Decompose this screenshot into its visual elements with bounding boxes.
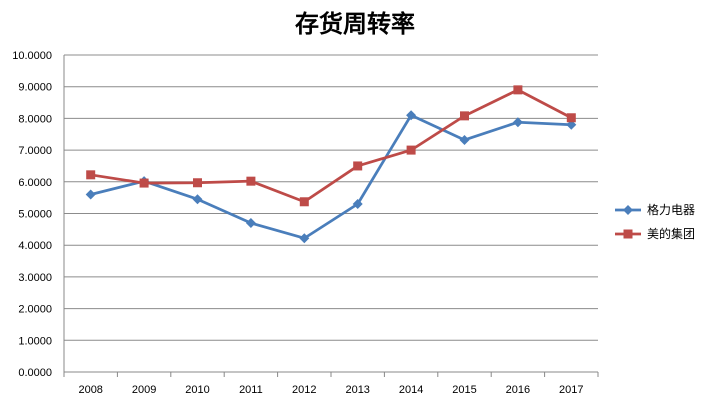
x-tick-label: 2010	[185, 384, 209, 396]
legend-item: 格力电器	[615, 202, 695, 217]
x-tick-label: 2011	[239, 384, 263, 396]
data-point	[406, 110, 417, 121]
legend-item: 美的集团	[615, 226, 695, 241]
x-tick-label: 2008	[78, 384, 102, 396]
data-point	[512, 117, 523, 128]
data-point	[192, 194, 203, 205]
chart-title: 存货周转率	[295, 9, 415, 38]
y-tick-label: 5.0000	[18, 209, 52, 221]
data-point	[406, 145, 416, 155]
data-point	[193, 178, 202, 188]
data-point	[353, 161, 363, 171]
data-point	[352, 198, 363, 209]
data-point	[85, 189, 96, 200]
series-2	[86, 85, 576, 207]
y-tick-label: 2.0000	[18, 304, 52, 316]
x-tick-label: 2009	[132, 384, 156, 396]
y-tick-label: 1.0000	[18, 335, 52, 347]
y-tick-label: 6.0000	[18, 177, 52, 189]
data-point	[245, 218, 256, 229]
data-point	[86, 170, 96, 180]
x-tick-label: 2014	[399, 384, 423, 396]
series-1	[85, 110, 577, 244]
y-tick-label: 0.0000	[18, 367, 52, 379]
x-tick-label: 2012	[292, 384, 316, 396]
data-point	[513, 85, 523, 95]
data-point	[460, 111, 469, 121]
gridlines	[64, 54, 598, 373]
x-tick-label: 2017	[559, 384, 583, 396]
data-point	[299, 233, 310, 244]
legend-label: 美的集团	[647, 226, 695, 241]
x-axis: 2008 2009 2010 2011 2012 2013 2014 2015 2016 2017	[63, 372, 599, 396]
legend-label: 格力电器	[647, 202, 695, 217]
data-point	[566, 113, 576, 123]
series-line	[90, 88, 572, 204]
data-point	[459, 134, 470, 145]
series-group	[85, 85, 577, 244]
y-tick-label: 7.0000	[18, 145, 52, 157]
x-tick-label: 2016	[506, 384, 530, 396]
y-axis: 0.0000 1.0000 2.0000 3.0000 4.0000 5.0000 6.00…	[12, 50, 65, 379]
data-point	[246, 176, 256, 186]
y-tick-label: 4.0000	[18, 240, 52, 252]
x-tick-label: 2015	[452, 384, 476, 396]
x-tick-label: 2013	[345, 384, 369, 396]
series-line	[90, 113, 572, 240]
data-point	[139, 178, 149, 188]
y-tick-label: 8.0000	[18, 113, 52, 125]
legend-marker	[623, 205, 633, 215]
y-tick-label: 10.0000	[12, 50, 52, 62]
y-tick-label: 3.0000	[18, 272, 52, 284]
data-point	[299, 197, 309, 207]
y-tick-label: 9.0000	[18, 82, 52, 94]
legend-marker	[623, 229, 633, 239]
